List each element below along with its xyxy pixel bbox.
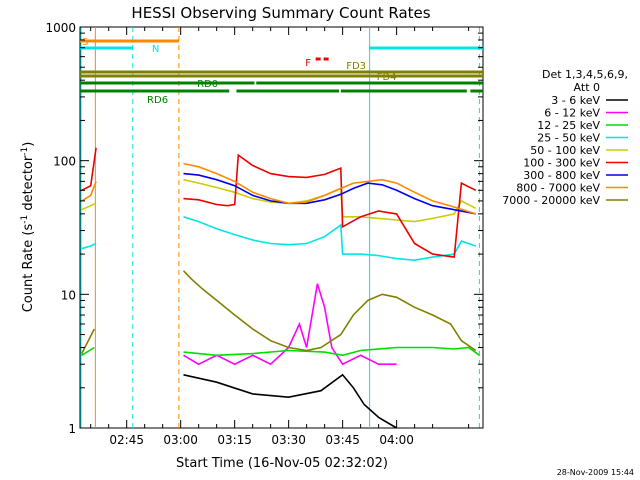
series-100-300-kev-line-1 [183, 153, 477, 259]
y-axis-label-sup2: -1 [20, 147, 30, 156]
legend-header-attenuator: Att 0 [574, 81, 600, 94]
y-axis-label-sup1: -1 [20, 215, 30, 224]
flag-s-label: S [82, 37, 88, 48]
legend-entry-label-0: 3 - 6 keV [551, 94, 600, 107]
x-tick-label-3: 03:30 [271, 433, 306, 447]
series-12-25-kev-line-0 [81, 346, 95, 356]
observing-flags: S N F FD3 FD4 RD0 RD6 [80, 37, 483, 106]
y-tick-label-0: 1 [68, 422, 76, 436]
y-tick-label-1: 10 [61, 288, 76, 302]
series-lines [80, 147, 480, 429]
series-12-25-kev-line-1 [183, 346, 480, 357]
legend-entry-label-4: 50 - 100 keV [530, 144, 600, 157]
x-tick-label-0: 02:45 [109, 433, 144, 447]
series-7000-20000-kev-line-1 [182, 270, 477, 352]
chart-title: HESSI Observing Summary Count Rates [131, 4, 430, 22]
series-25-50-kev-line-0 [81, 242, 97, 250]
plot-frame [79, 26, 484, 429]
x-tick-label-2: 03:15 [217, 433, 252, 447]
event-markers [80, 27, 480, 428]
flag-fd4-label: FD4 [377, 72, 397, 83]
flag-rd6-label: RD6 [147, 95, 168, 106]
legend-entry-label-6: 300 - 800 keV [523, 169, 600, 182]
flag-fd3-label: FD3 [346, 61, 366, 72]
legend-entry-label-3: 25 - 50 keV [537, 132, 600, 145]
series-50-100-kev-line-0 [81, 202, 97, 211]
legend-entry-label-5: 100 - 300 keV [523, 157, 600, 170]
y-axis-label-mid: detector [21, 155, 36, 215]
x-tick-label-5: 04:00 [379, 433, 414, 447]
y-axis-label-main: Count Rate (s [21, 224, 36, 313]
timestamp-footer: 28-Nov-2009 15:44 [557, 468, 634, 477]
legend-entry-label-1: 6 - 12 keV [544, 107, 600, 120]
flag-rd0-label: RD0 [197, 79, 218, 90]
legend-entry-label-7: 800 - 7000 keV [516, 182, 600, 195]
legend-entry-label-2: 12 - 25 keV [537, 119, 600, 132]
x-axis-label: Start Time (16-Nov-05 02:32:02) [176, 456, 388, 471]
series-100-300-kev-line-0 [81, 147, 97, 192]
legend-entry-label-8: 7000 - 20000 keV [502, 194, 600, 207]
y-axis-label-end: ) [21, 142, 36, 147]
y-tick-label-2: 100 [53, 155, 76, 169]
y-axis-label: Count Rate (s-1 detector-1) [20, 142, 36, 313]
flag-n-label: N [152, 44, 159, 55]
axis-ticks: 02:45 03:00 03:15 03:30 03:45 04:00 1 10 100 1000 [45, 21, 483, 447]
series-800-7000-kev-line-0 [81, 181, 97, 202]
series-800-7000-kev-line-1 [183, 162, 477, 215]
y-tick-label-3: 1000 [45, 21, 76, 35]
x-tick-label-1: 03:00 [163, 433, 198, 447]
series-25-50-kev-line-1 [183, 216, 477, 262]
series-7000-20000-kev-line-0 [80, 328, 96, 354]
series-300-800-kev-line-0 [183, 172, 476, 215]
series-6-12-kev-line-0 [183, 283, 397, 366]
flag-f-label: F [305, 58, 311, 69]
legend-header-detectors: Det 1,3,4,5,6,9, [542, 68, 628, 81]
x-tick-label-4: 03:45 [325, 433, 360, 447]
series-3-6-kev-line-0 [183, 373, 398, 429]
